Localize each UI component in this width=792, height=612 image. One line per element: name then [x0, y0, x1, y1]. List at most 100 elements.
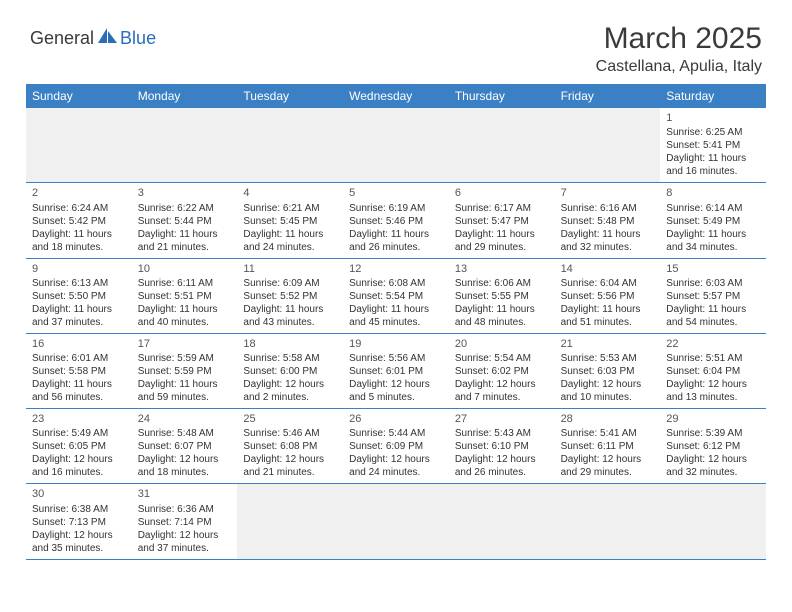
day-number: 20 [455, 337, 549, 351]
day-number: 2 [32, 186, 126, 200]
calendar-cell: 23Sunrise: 5:49 AMSunset: 6:05 PMDayligh… [26, 409, 132, 483]
sunrise-text: Sunrise: 5:41 AM [561, 427, 655, 440]
calendar-cell-blank [237, 108, 343, 182]
daylight-text: Daylight: 11 hours [561, 228, 655, 241]
sunrise-text: Sunrise: 5:39 AM [666, 427, 760, 440]
daylight-text: Daylight: 11 hours [455, 228, 549, 241]
day-number: 17 [138, 337, 232, 351]
calendar-cell: 24Sunrise: 5:48 AMSunset: 6:07 PMDayligh… [132, 409, 238, 483]
dayheader-saturday: Saturday [660, 84, 766, 108]
day-number: 5 [349, 186, 443, 200]
dayheader-wednesday: Wednesday [343, 84, 449, 108]
sunrise-text: Sunrise: 5:46 AM [243, 427, 337, 440]
daylight-text: Daylight: 12 hours [138, 529, 232, 542]
sunrise-text: Sunrise: 5:54 AM [455, 352, 549, 365]
calendar-cell-blank [555, 108, 661, 182]
daylight-text: and 18 minutes. [32, 241, 126, 254]
daylight-text: and 10 minutes. [561, 391, 655, 404]
daylight-text: Daylight: 12 hours [561, 453, 655, 466]
calendar-cell-blank [449, 108, 555, 182]
daylight-text: Daylight: 12 hours [666, 378, 760, 391]
calendar-cell: 8Sunrise: 6:14 AMSunset: 5:49 PMDaylight… [660, 183, 766, 257]
daylight-text: and 5 minutes. [349, 391, 443, 404]
daylight-text: and 45 minutes. [349, 316, 443, 329]
daylight-text: and 2 minutes. [243, 391, 337, 404]
sunset-text: Sunset: 5:59 PM [138, 365, 232, 378]
daylight-text: Daylight: 12 hours [349, 378, 443, 391]
daylight-text: and 34 minutes. [666, 241, 760, 254]
dayheader-tuesday: Tuesday [237, 84, 343, 108]
dayheader-monday: Monday [132, 84, 238, 108]
day-number: 23 [32, 412, 126, 426]
sunrise-text: Sunrise: 5:48 AM [138, 427, 232, 440]
daylight-text: Daylight: 11 hours [138, 303, 232, 316]
logo-text-blue: Blue [120, 28, 156, 49]
daylight-text: Daylight: 12 hours [32, 529, 126, 542]
sunrise-text: Sunrise: 6:13 AM [32, 277, 126, 290]
sunset-text: Sunset: 6:01 PM [349, 365, 443, 378]
day-number: 22 [666, 337, 760, 351]
daylight-text: Daylight: 12 hours [138, 453, 232, 466]
day-number: 15 [666, 262, 760, 276]
sunset-text: Sunset: 5:51 PM [138, 290, 232, 303]
sunrise-text: Sunrise: 5:44 AM [349, 427, 443, 440]
sunset-text: Sunset: 6:00 PM [243, 365, 337, 378]
daylight-text: Daylight: 11 hours [243, 228, 337, 241]
calendar-cell: 3Sunrise: 6:22 AMSunset: 5:44 PMDaylight… [132, 183, 238, 257]
sunset-text: Sunset: 6:12 PM [666, 440, 760, 453]
dayheader-sunday: Sunday [26, 84, 132, 108]
sunset-text: Sunset: 6:09 PM [349, 440, 443, 453]
page-subtitle: Castellana, Apulia, Italy [596, 58, 762, 76]
daylight-text: and 51 minutes. [561, 316, 655, 329]
calendar-cell: 1Sunrise: 6:25 AMSunset: 5:41 PMDaylight… [660, 108, 766, 182]
day-number: 1 [666, 111, 760, 125]
sunrise-text: Sunrise: 6:03 AM [666, 277, 760, 290]
calendar-cell: 5Sunrise: 6:19 AMSunset: 5:46 PMDaylight… [343, 183, 449, 257]
sunset-text: Sunset: 5:56 PM [561, 290, 655, 303]
day-number: 18 [243, 337, 337, 351]
calendar-cell: 27Sunrise: 5:43 AMSunset: 6:10 PMDayligh… [449, 409, 555, 483]
sunrise-text: Sunrise: 6:06 AM [455, 277, 549, 290]
daylight-text: and 16 minutes. [32, 466, 126, 479]
day-number: 9 [32, 262, 126, 276]
day-number: 29 [666, 412, 760, 426]
sunrise-text: Sunrise: 6:11 AM [138, 277, 232, 290]
daylight-text: Daylight: 11 hours [32, 378, 126, 391]
sunset-text: Sunset: 5:48 PM [561, 215, 655, 228]
sunrise-text: Sunrise: 6:24 AM [32, 202, 126, 215]
daylight-text: Daylight: 11 hours [561, 303, 655, 316]
calendar-cell: 13Sunrise: 6:06 AMSunset: 5:55 PMDayligh… [449, 259, 555, 333]
daylight-text: and 26 minutes. [455, 466, 549, 479]
daylight-text: Daylight: 12 hours [32, 453, 126, 466]
sunrise-text: Sunrise: 6:16 AM [561, 202, 655, 215]
daylight-text: Daylight: 11 hours [32, 303, 126, 316]
calendar-week: 2Sunrise: 6:24 AMSunset: 5:42 PMDaylight… [26, 183, 766, 258]
day-number: 27 [455, 412, 549, 426]
day-number: 21 [561, 337, 655, 351]
sunrise-text: Sunrise: 5:43 AM [455, 427, 549, 440]
daylight-text: Daylight: 12 hours [243, 378, 337, 391]
sunset-text: Sunset: 5:52 PM [243, 290, 337, 303]
calendar-cell-blank [237, 484, 343, 558]
sunrise-text: Sunrise: 6:14 AM [666, 202, 760, 215]
calendar-cell: 18Sunrise: 5:58 AMSunset: 6:00 PMDayligh… [237, 334, 343, 408]
daylight-text: and 37 minutes. [32, 316, 126, 329]
sunset-text: Sunset: 5:44 PM [138, 215, 232, 228]
sunset-text: Sunset: 5:54 PM [349, 290, 443, 303]
sunrise-text: Sunrise: 6:25 AM [666, 126, 760, 139]
day-number: 13 [455, 262, 549, 276]
day-number: 6 [455, 186, 549, 200]
sunrise-text: Sunrise: 6:21 AM [243, 202, 337, 215]
daylight-text: Daylight: 12 hours [455, 453, 549, 466]
calendar-cell: 21Sunrise: 5:53 AMSunset: 6:03 PMDayligh… [555, 334, 661, 408]
daylight-text: Daylight: 11 hours [32, 228, 126, 241]
sunset-text: Sunset: 5:46 PM [349, 215, 443, 228]
daylight-text: and 59 minutes. [138, 391, 232, 404]
daylight-text: Daylight: 12 hours [349, 453, 443, 466]
logo: General Blue [30, 28, 156, 49]
calendar-cell: 12Sunrise: 6:08 AMSunset: 5:54 PMDayligh… [343, 259, 449, 333]
sunrise-text: Sunrise: 5:51 AM [666, 352, 760, 365]
daylight-text: Daylight: 12 hours [666, 453, 760, 466]
sunset-text: Sunset: 6:05 PM [32, 440, 126, 453]
daylight-text: and 54 minutes. [666, 316, 760, 329]
